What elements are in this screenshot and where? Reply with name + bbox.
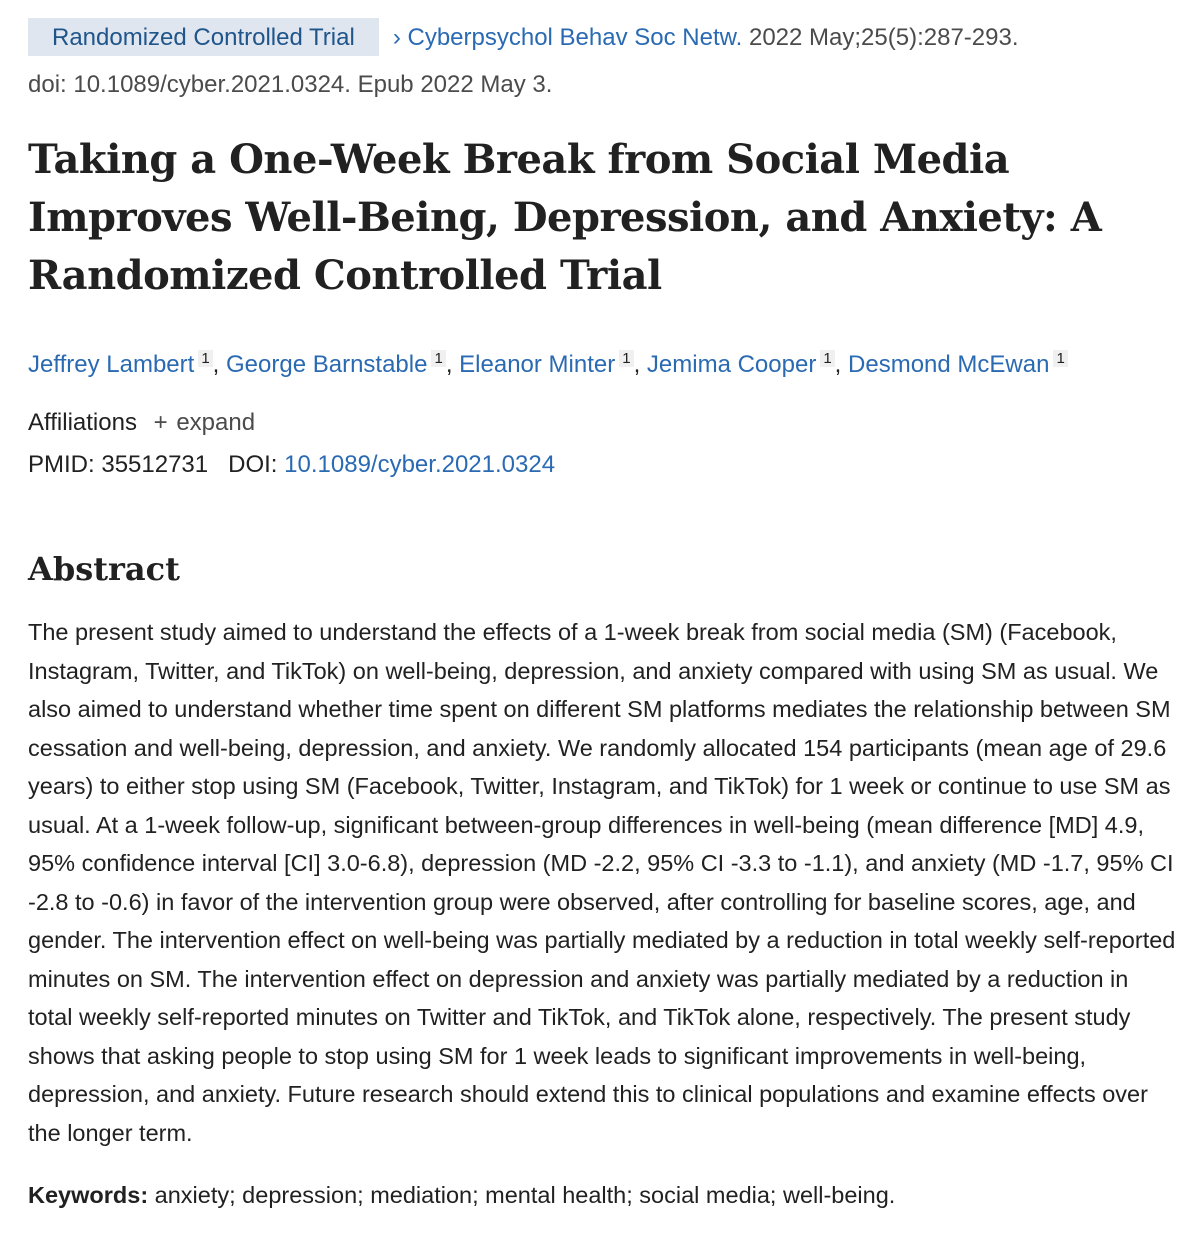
doi-label: DOI: bbox=[228, 451, 278, 478]
article-page: Randomized Controlled Trial › Cyberpsycho… bbox=[28, 18, 1178, 1214]
publication-type-badge: Randomized Controlled Trial bbox=[28, 18, 379, 56]
chevron-right-icon: › bbox=[392, 24, 408, 51]
author-link[interactable]: Eleanor Minter bbox=[459, 351, 616, 378]
doi-epub: doi: 10.1089/cyber.2021.0324. Epub 2022 … bbox=[28, 71, 553, 98]
affiliation-ref[interactable]: 1 bbox=[1053, 350, 1068, 367]
citation-details: 2022 May;25(5):287-293. bbox=[742, 24, 1019, 51]
affiliation-ref[interactable]: 1 bbox=[820, 350, 835, 367]
keywords-list: anxiety; depression; mediation; mental h… bbox=[148, 1181, 896, 1208]
pmid-value: 35512731 bbox=[101, 451, 209, 478]
journal-link[interactable]: Cyberpsychol Behav Soc Netw. bbox=[407, 24, 743, 51]
keywords-label: Keywords: bbox=[28, 1181, 149, 1208]
affiliation-ref[interactable]: 1 bbox=[198, 350, 213, 367]
citation-bar: Randomized Controlled Trial › Cyberpsycho… bbox=[28, 18, 1178, 58]
abstract-heading: Abstract bbox=[28, 550, 180, 588]
expand-label[interactable]: expand bbox=[176, 409, 256, 436]
doi-link[interactable]: 10.1089/cyber.2021.0324 bbox=[284, 451, 556, 478]
identifiers: PMID: 35512731 DOI: 10.1089/cyber.2021.0… bbox=[28, 445, 1178, 485]
affiliation-ref[interactable]: 1 bbox=[619, 350, 634, 367]
author-link[interactable]: Desmond McEwan bbox=[848, 351, 1050, 378]
author-link[interactable]: Jemima Cooper bbox=[646, 351, 817, 378]
affiliations-label: Affiliations bbox=[28, 409, 137, 436]
article-title: Taking a One-Week Break from Social Medi… bbox=[28, 136, 1102, 299]
plus-icon: + bbox=[153, 409, 168, 436]
affiliation-ref[interactable]: 1 bbox=[431, 350, 446, 367]
affiliations-toggle[interactable]: Affiliations + expand bbox=[28, 403, 1178, 443]
pmid-label: PMID: bbox=[28, 451, 95, 478]
author-list: Jeffrey Lambert 1, George Barnstable 1, El… bbox=[28, 341, 1178, 383]
author-link[interactable]: Jeffrey Lambert bbox=[28, 351, 195, 378]
author-link[interactable]: George Barnstable bbox=[226, 351, 428, 378]
abstract-text: The present study aimed to understand th… bbox=[28, 619, 1176, 1146]
keywords: Keywords: anxiety; depression; mediation… bbox=[28, 1176, 1178, 1214]
